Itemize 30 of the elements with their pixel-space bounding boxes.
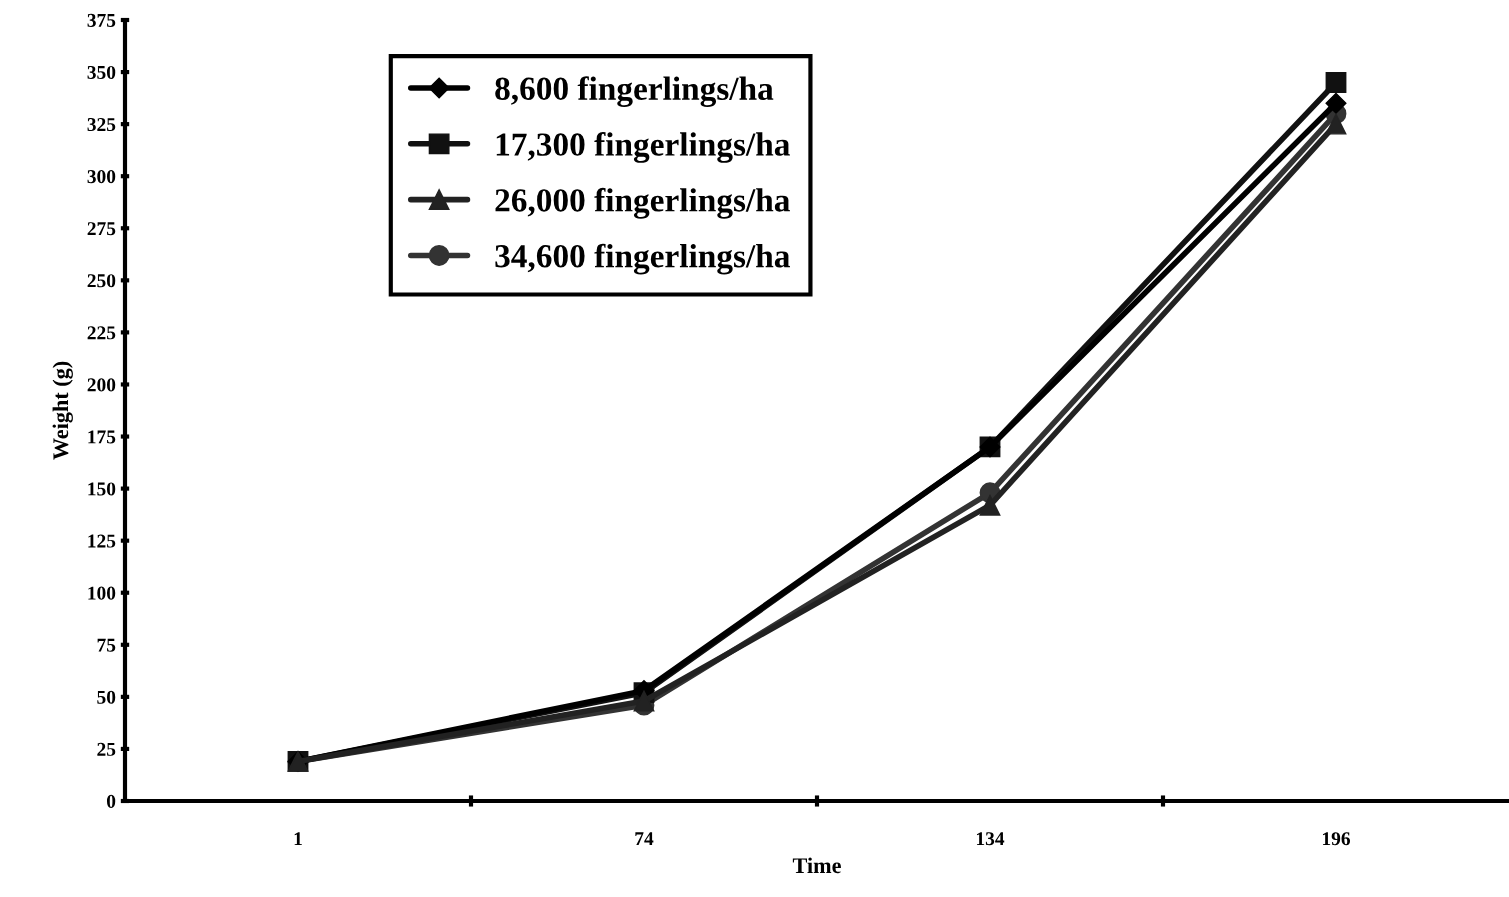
y-tick-label: 150: [88, 482, 116, 496]
legend-label: 17,300 fingerlings/ha: [496, 132, 790, 163]
point: [1325, 92, 1347, 114]
point: [979, 494, 1001, 516]
y-tick-label: 50: [97, 690, 116, 704]
y-tick-label: 250: [87, 274, 116, 288]
legend-label: 8,600 fingerlings/ha: [495, 76, 774, 108]
x-tick-label: 196: [1322, 832, 1351, 846]
y-tick-label: 350: [87, 65, 116, 79]
x-axis-title: Time: [792, 857, 841, 874]
y-tick-label: 275: [87, 222, 116, 236]
y-tick-label: 100: [88, 586, 116, 600]
point: [1325, 72, 1347, 93]
legend-label: 26,000 fingerlings/ha: [495, 187, 790, 219]
x-tick-label: 1: [294, 832, 302, 846]
y-tick-label: 125: [88, 534, 116, 548]
y-tick-label: 225: [87, 326, 116, 340]
x-tick-label: 74: [635, 832, 654, 846]
y-tick-label: 300: [87, 170, 116, 184]
x-tick-label: 134: [976, 832, 1005, 846]
point: [1325, 113, 1347, 135]
y-axis-title: Weight (g): [52, 361, 73, 460]
y-tick-label: 200: [87, 378, 116, 392]
y-tick-label: 0: [106, 794, 116, 808]
y-tick-label: 325: [87, 118, 116, 132]
y-tick-label: 175: [88, 430, 116, 444]
legend-label: 34,600 fingerlings/ha: [495, 243, 790, 275]
y-tick-label: 25: [97, 742, 116, 756]
y-tick-label: 375: [87, 13, 116, 27]
y-tick-label: 75: [97, 638, 116, 652]
